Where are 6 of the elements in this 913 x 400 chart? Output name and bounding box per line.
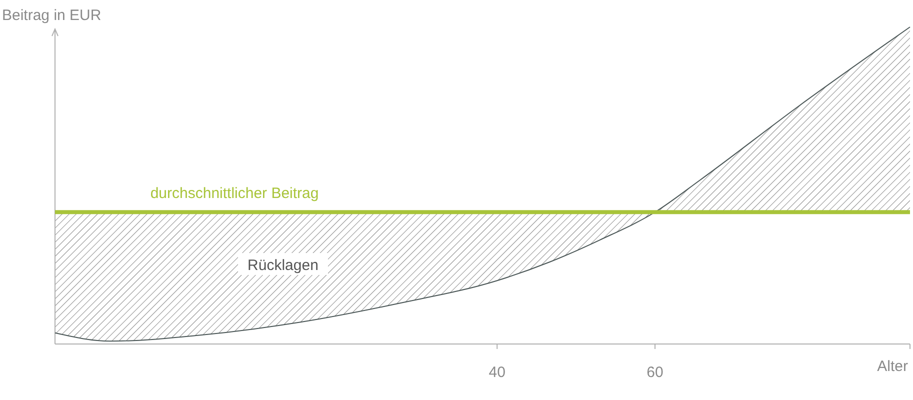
y-axis-title: Beitrag in EUR [2,7,102,24]
x-axis-title: Alter [877,358,908,375]
annotation: Rücklagen [248,257,318,274]
x-tick-label: 40 [488,364,506,381]
series-label: durchschnittlicher Beitrag [150,185,319,202]
x-tick-label: 60 [646,364,664,381]
